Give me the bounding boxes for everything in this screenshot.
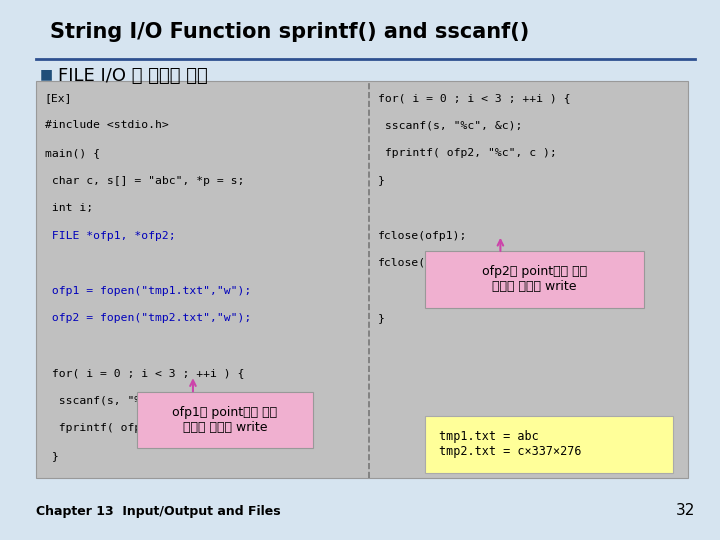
Text: ■: ■ <box>40 68 53 82</box>
Text: }: } <box>45 451 58 461</box>
FancyBboxPatch shape <box>137 392 313 448</box>
Text: for( i = 0 ; i < 3 ; ++i ) {: for( i = 0 ; i < 3 ; ++i ) { <box>45 368 244 379</box>
Text: main() {: main() { <box>45 148 99 158</box>
Text: fprintf( ofp2, "%c", c );: fprintf( ofp2, "%c", c ); <box>378 148 557 158</box>
Text: ofp1 = fopen("tmp1.txt","w");: ofp1 = fopen("tmp1.txt","w"); <box>45 286 251 296</box>
Text: [Ex]: [Ex] <box>45 93 72 103</box>
Text: }: } <box>378 313 385 323</box>
Text: ofp1이 point하고 있는
파일에 문자를 write: ofp1이 point하고 있는 파일에 문자를 write <box>172 406 278 434</box>
Text: sscanf(s, "%c", &c);: sscanf(s, "%c", &c); <box>45 396 196 406</box>
Text: 32: 32 <box>675 503 695 518</box>
Text: sscanf(s, "%c", &c);: sscanf(s, "%c", &c); <box>378 120 523 131</box>
Text: char c, s[] = "abc", *p = s;: char c, s[] = "abc", *p = s; <box>45 176 244 186</box>
Text: String I/O Function sprintf() and sscanf(): String I/O Function sprintf() and sscanf… <box>50 22 530 42</box>
Text: #include <stdio.h>: #include <stdio.h> <box>45 120 168 131</box>
Text: fclose(ofp1);: fclose(ofp1); <box>378 231 467 241</box>
Text: FILE I/O 를 포함한 예제: FILE I/O 를 포함한 예제 <box>58 68 207 85</box>
Text: }: } <box>378 176 385 186</box>
Text: for( i = 0 ; i < 3 ; ++i ) {: for( i = 0 ; i < 3 ; ++i ) { <box>378 93 570 103</box>
Text: fprintf( ofp1, "%c", c );: fprintf( ofp1, "%c", c ); <box>45 423 230 434</box>
Text: FILE *ofp1, *ofp2;: FILE *ofp1, *ofp2; <box>45 231 175 241</box>
Text: int i;: int i; <box>45 203 93 213</box>
Text: fclose(ofp2);: fclose(ofp2); <box>378 258 467 268</box>
Text: ofp2 = fopen("tmp2.txt","w");: ofp2 = fopen("tmp2.txt","w"); <box>45 313 251 323</box>
FancyBboxPatch shape <box>425 251 644 308</box>
Text: Chapter 13  Input/Output and Files: Chapter 13 Input/Output and Files <box>36 505 281 518</box>
Text: tmp1.txt = abc
tmp2.txt = c×337×276: tmp1.txt = abc tmp2.txt = c×337×276 <box>439 430 582 458</box>
FancyBboxPatch shape <box>36 81 688 478</box>
FancyBboxPatch shape <box>425 416 673 472</box>
Text: ofp2가 point하고 있는
파일에 문자를 write: ofp2가 point하고 있는 파일에 문자를 write <box>482 266 588 293</box>
